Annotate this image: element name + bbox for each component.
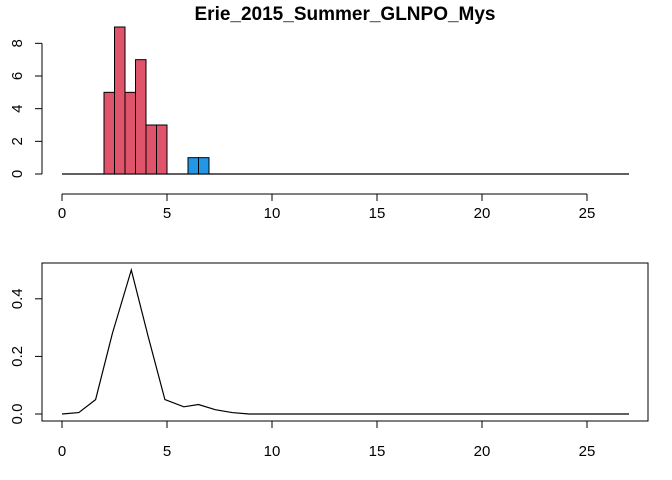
chart-title: Erie_2015_Summer_GLNPO_Mys: [195, 4, 496, 25]
plot-frame: [41, 262, 649, 422]
histogram-bar: [103, 91, 115, 175]
x-tick-label: 0: [58, 205, 66, 222]
x-tick-label: 15: [369, 205, 386, 222]
x-tick-label: 25: [579, 443, 596, 460]
x-tick-label: 5: [163, 205, 171, 222]
y-tick-label: 0: [9, 170, 26, 178]
histogram-bar: [124, 91, 136, 175]
histogram-bar: [198, 157, 210, 175]
y-tick-label: 0.4: [9, 288, 26, 309]
x-tick-label: 10: [264, 205, 281, 222]
histogram-bar: [156, 124, 168, 175]
y-tick-label: 2: [9, 137, 26, 145]
histogram-plot: Erie_2015_Summer_GLNPO_Mys 0 5 10 15 20 25 0 2 4 6…: [9, 4, 629, 222]
histogram-bar: [135, 59, 147, 175]
histogram-bar: [114, 26, 126, 175]
y-tick-label: 0.0: [9, 404, 26, 425]
y-tick-label: 8: [9, 39, 26, 47]
x-tick-label: 20: [474, 443, 491, 460]
x-tick-label: 15: [369, 443, 386, 460]
density-plot: 0 5 10 15 20 25 0.0 0.2 0.4: [9, 262, 649, 460]
x-tick-label: 20: [474, 205, 491, 222]
y-tick-label: 6: [9, 72, 26, 80]
x-tick-label: 0: [58, 443, 66, 460]
histogram-bar: [187, 157, 199, 175]
y-tick-label: 4: [9, 104, 26, 112]
x-tick-label: 5: [163, 443, 171, 460]
x-tick-label: 25: [579, 205, 596, 222]
x-tick-label: 10: [264, 443, 281, 460]
y-tick-label: 0.2: [9, 346, 26, 367]
density-line: [61, 267, 629, 415]
histogram-bar: [145, 124, 157, 175]
